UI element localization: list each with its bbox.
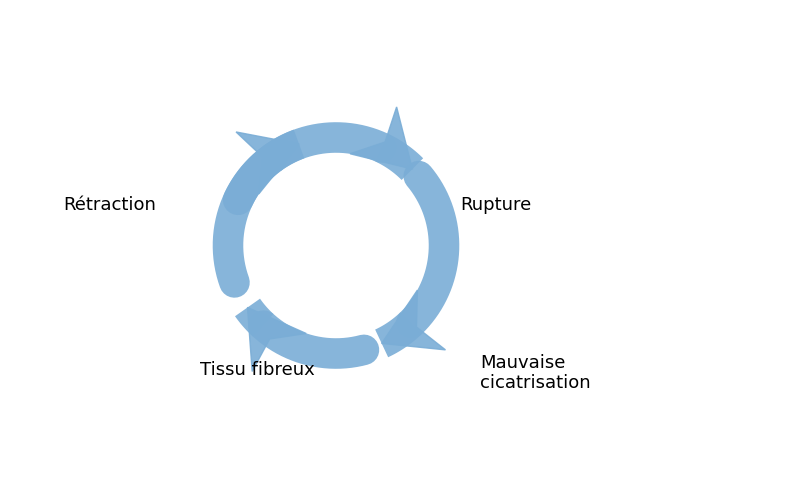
Text: Rétraction: Rétraction <box>63 196 156 215</box>
Polygon shape <box>236 132 299 194</box>
Polygon shape <box>382 290 446 350</box>
Polygon shape <box>350 107 412 169</box>
Polygon shape <box>247 307 306 371</box>
Text: Rupture: Rupture <box>460 196 531 215</box>
Text: Tissu fibreux: Tissu fibreux <box>200 361 314 379</box>
Text: Mauvaise
cicatrisation: Mauvaise cicatrisation <box>480 354 590 392</box>
